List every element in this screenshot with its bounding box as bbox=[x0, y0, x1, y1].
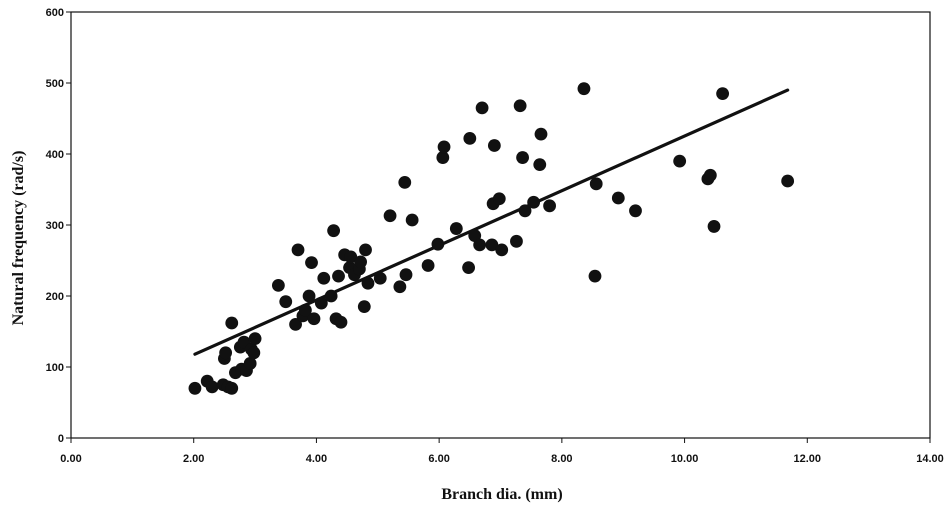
data-point bbox=[361, 276, 375, 290]
y-tick-label: 600 bbox=[46, 7, 64, 19]
data-point bbox=[188, 381, 202, 395]
data-point bbox=[327, 224, 341, 238]
data-point bbox=[383, 209, 397, 223]
data-point bbox=[248, 332, 262, 345]
data-point bbox=[317, 271, 331, 285]
x-tick-label: 0.00 bbox=[60, 453, 81, 465]
data-point bbox=[781, 174, 795, 188]
y-tick-label: 300 bbox=[46, 220, 64, 232]
data-point bbox=[463, 131, 477, 145]
data-point bbox=[307, 312, 321, 326]
data-point bbox=[533, 158, 547, 172]
data-point bbox=[225, 316, 239, 330]
y-tick-label: 0 bbox=[58, 433, 64, 445]
data-point bbox=[588, 269, 602, 283]
data-point bbox=[518, 204, 532, 218]
y-tick-label: 400 bbox=[46, 149, 64, 161]
data-point bbox=[495, 243, 509, 257]
data-point bbox=[314, 296, 328, 310]
y-tick-label: 200 bbox=[46, 291, 64, 303]
x-tick-label: 14.00 bbox=[916, 453, 944, 465]
data-point bbox=[534, 127, 548, 141]
plot-area: 0.00 2.00 4.00 6.00 8.00 10.00 12.00 14.00 0 100 2… bbox=[46, 7, 944, 465]
y-tick-label: 500 bbox=[46, 78, 64, 90]
x-tick-label: 2.00 bbox=[183, 453, 204, 465]
data-point bbox=[716, 87, 730, 101]
data-point bbox=[462, 261, 475, 274]
x-tick-label: 8.00 bbox=[551, 453, 572, 465]
data-point bbox=[421, 259, 435, 272]
data-point bbox=[324, 289, 338, 303]
data-point bbox=[344, 250, 358, 264]
y-tick-label: 100 bbox=[46, 362, 64, 374]
data-point bbox=[487, 139, 501, 152]
x-tick-label: 4.00 bbox=[306, 453, 327, 465]
data-point bbox=[475, 101, 489, 115]
data-point bbox=[527, 195, 541, 209]
data-point bbox=[629, 204, 642, 218]
data-point bbox=[707, 220, 721, 233]
data-point bbox=[473, 238, 487, 252]
data-point bbox=[219, 346, 233, 360]
data-point bbox=[271, 278, 285, 292]
data-point bbox=[225, 381, 239, 395]
data-point bbox=[205, 380, 219, 394]
data-point bbox=[485, 238, 499, 252]
x-tick-label: 12.00 bbox=[794, 453, 822, 465]
data-point bbox=[279, 295, 293, 309]
data-point bbox=[611, 191, 625, 205]
data-point bbox=[510, 234, 523, 248]
x-tick-label: 10.00 bbox=[671, 453, 699, 465]
data-point bbox=[543, 199, 556, 213]
y-axis-title: Natural frequency (rad/s) bbox=[10, 151, 27, 326]
trend-line bbox=[193, 88, 790, 356]
data-point bbox=[247, 346, 261, 360]
data-point bbox=[398, 176, 412, 189]
x-tick-label: 6.00 bbox=[428, 453, 449, 465]
data-point bbox=[577, 82, 591, 96]
data-point bbox=[334, 315, 348, 329]
data-point bbox=[302, 289, 316, 303]
data-point bbox=[673, 154, 687, 168]
data-point bbox=[305, 256, 318, 270]
data-point bbox=[437, 140, 451, 154]
data-point bbox=[357, 300, 371, 314]
data-point bbox=[492, 192, 506, 206]
data-point bbox=[449, 222, 463, 235]
data-point bbox=[516, 151, 529, 164]
data-point bbox=[291, 243, 305, 257]
data-point bbox=[513, 99, 527, 113]
data-point bbox=[373, 271, 387, 285]
data-point bbox=[393, 280, 407, 294]
data-point bbox=[298, 303, 312, 317]
data-point bbox=[589, 177, 603, 191]
data-point bbox=[405, 213, 419, 227]
data-point bbox=[431, 237, 445, 251]
x-axis-title: Branch dia. (mm) bbox=[441, 486, 562, 503]
plot-frame bbox=[70, 11, 931, 439]
data-point bbox=[289, 318, 302, 331]
data-point bbox=[399, 268, 413, 282]
data-point bbox=[332, 269, 345, 283]
data-point bbox=[436, 151, 450, 164]
data-point bbox=[243, 357, 257, 370]
data-point bbox=[359, 243, 372, 257]
data-point bbox=[354, 255, 368, 269]
data-point bbox=[703, 168, 717, 182]
